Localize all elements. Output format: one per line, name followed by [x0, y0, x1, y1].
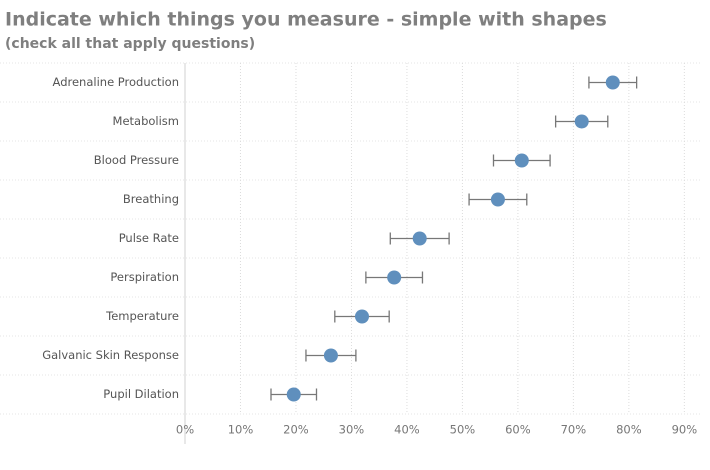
y-tick-label: Adrenaline Production [53, 75, 179, 89]
x-tick-label: 30% [339, 423, 365, 437]
x-tick-label: 70% [561, 423, 587, 437]
x-tick-label: 10% [228, 423, 254, 437]
dot [354, 309, 369, 324]
dot [574, 114, 589, 129]
dot [286, 387, 301, 402]
chart-title: Indicate which things you measure - simp… [5, 9, 607, 31]
dot [490, 192, 505, 207]
y-tick-label: Galvanic Skin Response [42, 348, 179, 362]
y-tick-label: Metabolism [113, 114, 179, 128]
x-tick-label: 20% [283, 423, 309, 437]
dot [605, 75, 620, 90]
x-tick-label: 80% [616, 423, 642, 437]
dot [387, 270, 402, 285]
dot [323, 348, 338, 363]
y-tick-label: Pupil Dilation [103, 387, 179, 401]
chart-subtitle: (check all that apply questions) [5, 36, 255, 52]
x-tick-label: 0% [176, 423, 194, 437]
y-tick-label: Temperature [105, 309, 179, 323]
x-tick-label: 40% [394, 423, 420, 437]
y-tick-label: Pulse Rate [119, 231, 179, 245]
dot [514, 153, 529, 168]
y-tick-label: Blood Pressure [94, 153, 179, 167]
x-tick-label: 90% [672, 423, 698, 437]
y-tick-label: Breathing [123, 192, 179, 206]
y-tick-label: Perspiration [110, 270, 179, 284]
dot [412, 231, 427, 246]
x-tick-label: 50% [450, 423, 476, 437]
x-tick-label: 60% [505, 423, 531, 437]
